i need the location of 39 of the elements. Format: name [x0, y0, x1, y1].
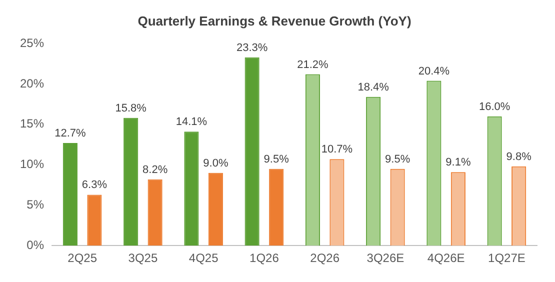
data-label: 9.0%	[203, 157, 228, 170]
x-tick-label: 2Q25	[68, 251, 98, 266]
data-label: 9.1%	[446, 156, 471, 169]
x-tick-label: 4Q25	[188, 251, 219, 266]
data-label: 9.5%	[264, 153, 290, 166]
y-tick-label: 20%	[20, 76, 44, 90]
data-label: 21.2%	[297, 58, 329, 71]
x-tick-label: 4Q26E	[427, 251, 465, 266]
bar	[124, 118, 138, 246]
y-tick-label: 5%	[26, 198, 44, 212]
bar	[62, 142, 78, 246]
x-tick-label: 1Q26	[250, 251, 280, 266]
y-tick-label: 25%	[20, 36, 44, 50]
bar	[184, 132, 199, 246]
data-label: 9.5%	[385, 153, 410, 166]
data-label: 12.7%	[54, 128, 86, 140]
bar	[208, 172, 223, 246]
x-tick-label: 2Q26	[310, 251, 340, 266]
data-label: 18.4%	[358, 81, 390, 94]
data-label: 6.3%	[82, 179, 108, 192]
x-tick-label: 3Q26E	[366, 251, 404, 266]
x-tick-label: 1Q27E	[488, 251, 526, 266]
y-tick-label: 0%	[26, 238, 44, 252]
data-label: 20.4%	[418, 65, 450, 78]
chart-title: Quarterly Earnings & Revenue Growth (YoY)	[138, 13, 412, 28]
bar	[87, 194, 102, 246]
bar	[269, 168, 284, 246]
x-tick-label: 3Q25	[128, 251, 158, 266]
data-label: 8.2%	[142, 164, 168, 176]
data-label: 9.8%	[506, 150, 532, 163]
bar	[244, 57, 260, 246]
y-tick-label: 10%	[20, 157, 44, 172]
data-label: 16.0%	[478, 100, 510, 113]
data-label: 15.8%	[115, 102, 147, 114]
y-tick-label: 15%	[20, 116, 44, 131]
data-label: 23.3%	[236, 42, 268, 54]
data-label: 14.1%	[176, 116, 208, 128]
bar	[148, 179, 162, 246]
data-label: 10.7%	[321, 144, 353, 156]
